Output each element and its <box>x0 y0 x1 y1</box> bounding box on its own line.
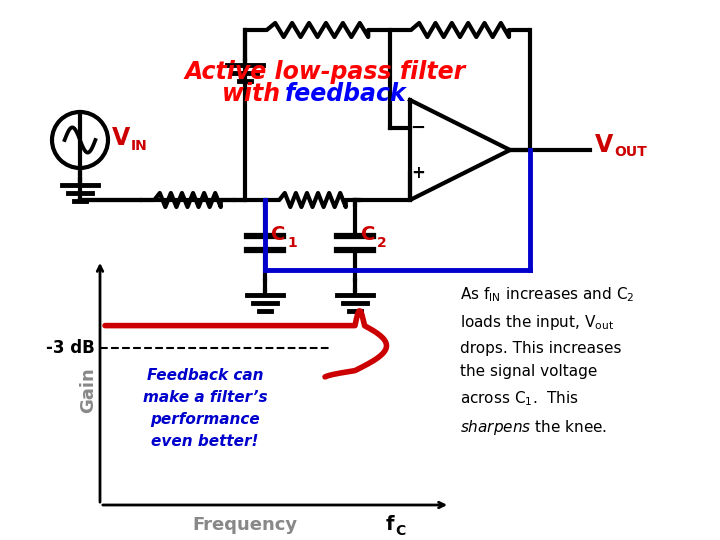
Text: Gain: Gain <box>79 367 97 413</box>
Text: −: − <box>410 118 426 137</box>
Text: C: C <box>361 226 375 245</box>
Text: feedback: feedback <box>285 82 407 106</box>
Text: with: with <box>222 82 289 106</box>
Text: IN: IN <box>131 139 148 153</box>
Text: Feedback can
make a filter’s
performance
even better!: Feedback can make a filter’s performance… <box>143 368 267 449</box>
Text: 1: 1 <box>287 236 297 250</box>
Text: C: C <box>395 524 405 538</box>
Text: As f$_{\mathrm{IN}}$ increases and C$_2$
loads the input, V$_{\mathrm{out}}$
dro: As f$_{\mathrm{IN}}$ increases and C$_2$… <box>460 285 634 437</box>
Text: 2: 2 <box>377 236 387 250</box>
Text: +: + <box>411 164 425 181</box>
Text: f: f <box>386 516 395 535</box>
Text: V: V <box>112 126 130 150</box>
Text: -3 dB: -3 dB <box>46 339 95 356</box>
Text: Frequency: Frequency <box>192 516 297 534</box>
Text: C: C <box>271 226 285 245</box>
Text: OUT: OUT <box>614 145 647 159</box>
Text: V: V <box>595 133 613 157</box>
Text: Active low-pass filter: Active low-pass filter <box>185 60 467 84</box>
